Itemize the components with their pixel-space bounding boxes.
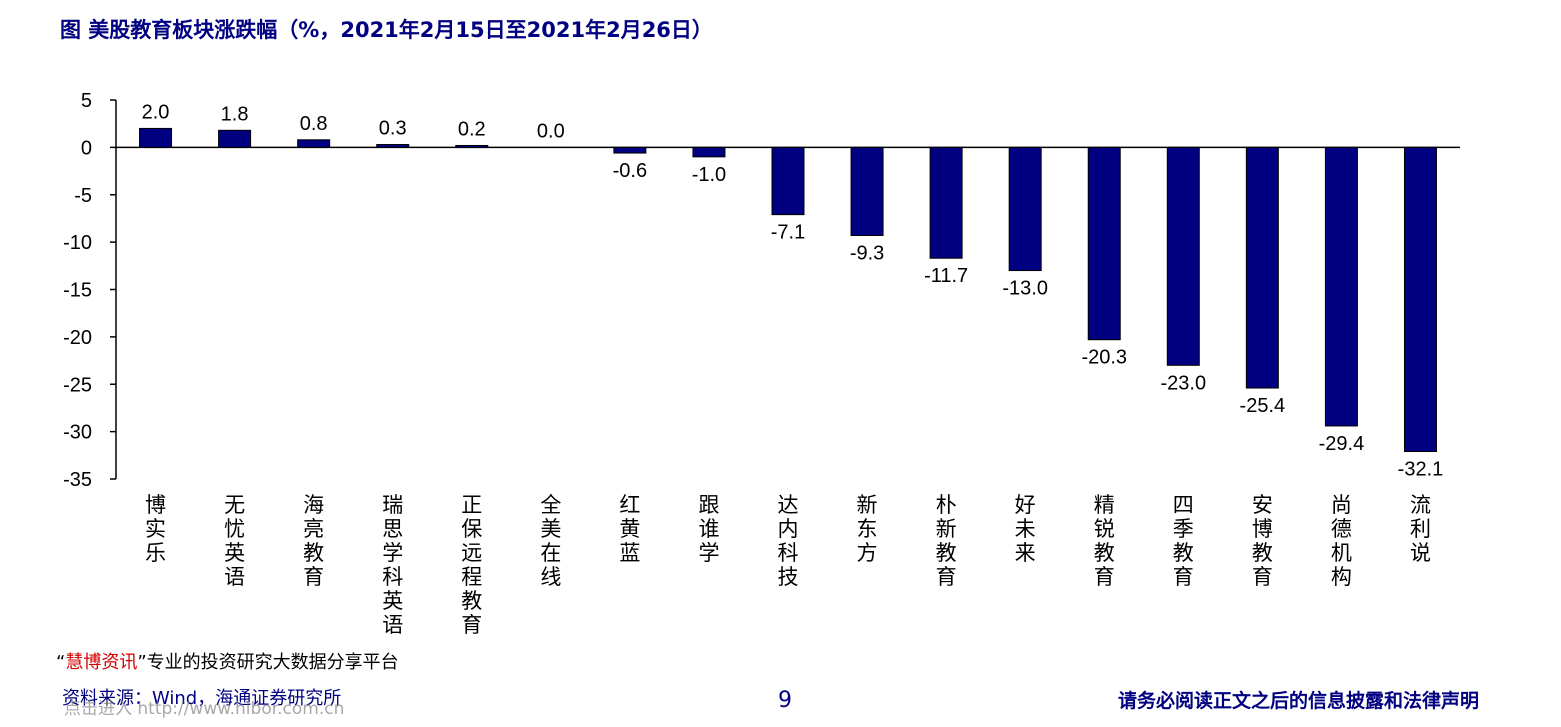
bar-chart: 5 0 -5 -10 -15 -20 -25 -30 -35 2.0 1.8 0.8 0.3 0.2 0.… [63, 90, 1460, 637]
promo-text: 专业的投资研究大数据分享平台 [146, 652, 399, 673]
bar [1008, 146, 1042, 272]
category-labels: 博实乐 无忧英语 海亮教育 瑞思学科英语 正保远程教育 全美在线 红黄蓝 跟谁学 达内科技 新东方… [145, 493, 1431, 637]
y-tick-label: -5 [74, 185, 92, 207]
value-labels: 2.0 1.8 0.8 0.3 0.2 0.0 -0.6 -1.0 -7.1 -9.3 -11.7 -… [142, 101, 1444, 480]
bar [1245, 146, 1279, 389]
category-label: 好未来 [1015, 493, 1036, 565]
category-label: 安博教育 [1252, 493, 1273, 589]
category-label: 尚德机构 [1331, 493, 1352, 589]
category-label: 朴新教育 [936, 493, 957, 589]
bar [1324, 146, 1358, 427]
promo-quote-open: “ [56, 652, 66, 673]
bar-value-label: 0.8 [300, 113, 328, 135]
bar [1403, 146, 1437, 453]
category-label: 四季教育 [1173, 493, 1194, 589]
category-label: 瑞思学科英语 [382, 493, 403, 637]
category-label: 精锐教育 [1094, 493, 1115, 589]
page-number: 9 [778, 688, 792, 713]
bar [613, 146, 647, 154]
bar-value-label: 2.0 [142, 101, 170, 123]
bars [139, 127, 1437, 453]
y-axis: 5 0 -5 -10 -15 -20 -25 -30 -35 [63, 90, 1460, 491]
promo-brand: 慧博资讯 [65, 652, 138, 673]
promo-banner[interactable]: “慧博资讯”专业的投资研究大数据分享平台 [56, 648, 399, 674]
bar [771, 146, 805, 216]
category-label: 海亮教育 [303, 493, 324, 589]
bar-value-label: -7.1 [771, 222, 805, 244]
bar-value-label: 0.2 [458, 118, 486, 140]
bar [139, 127, 173, 148]
category-label: 红黄蓝 [619, 493, 640, 565]
y-tick-label: -15 [63, 280, 92, 302]
y-tick-label: -25 [63, 374, 92, 396]
category-label: 达内科技 [778, 493, 799, 589]
bar-value-label: -29.4 [1319, 433, 1365, 455]
bar [692, 146, 726, 158]
bar-value-label: -20.3 [1081, 347, 1127, 369]
promo-quote-close: ” [137, 652, 147, 673]
watermark-link[interactable]: 点击进入 http://www.hibor.com.cn [64, 699, 345, 719]
bar-value-label: -32.1 [1398, 459, 1444, 481]
bar-value-label: -25.4 [1240, 395, 1286, 417]
category-label: 无忧英语 [224, 493, 245, 589]
bar [455, 144, 489, 148]
category-label: 跟谁学 [698, 493, 719, 565]
bar-value-label: 0.0 [537, 120, 565, 142]
bar [297, 139, 331, 148]
bar-value-label: -23.0 [1160, 372, 1206, 394]
bar-value-label: -11.7 [924, 265, 968, 287]
category-label: 全美在线 [540, 493, 561, 589]
bar-value-label: -0.6 [613, 160, 647, 182]
category-label: 流利说 [1410, 493, 1431, 565]
bar [1166, 146, 1200, 366]
bar [1087, 146, 1121, 341]
y-tick-label: 0 [81, 137, 92, 159]
disclaimer: 请务必阅读正文之后的信息披露和法律声明 [1117, 690, 1479, 712]
category-label: 博实乐 [145, 493, 166, 565]
source-note: 资料来源：Wind，海通证券研究所 [62, 688, 342, 709]
category-label: 新东方 [857, 493, 878, 565]
bar-value-label: -1.0 [692, 164, 726, 186]
bar-value-label: 1.8 [221, 103, 249, 125]
bar [850, 146, 884, 236]
bar-value-label: -13.0 [1002, 278, 1048, 300]
bar [929, 146, 963, 259]
chart-title: 图 美股教育板块涨跌幅（%，2021年2月15日至2021年2月26日） [60, 18, 713, 42]
bar-value-label: 0.3 [379, 118, 407, 140]
y-tick-label: 5 [81, 90, 92, 112]
y-tick-label: -10 [63, 232, 92, 254]
bar-value-label: -9.3 [850, 242, 884, 264]
category-label: 正保远程教育 [461, 493, 482, 637]
y-tick-label: -30 [63, 422, 92, 444]
bar [218, 129, 252, 148]
bar [376, 144, 410, 148]
y-tick-label: -20 [63, 327, 92, 349]
y-tick-label: -35 [63, 469, 92, 491]
